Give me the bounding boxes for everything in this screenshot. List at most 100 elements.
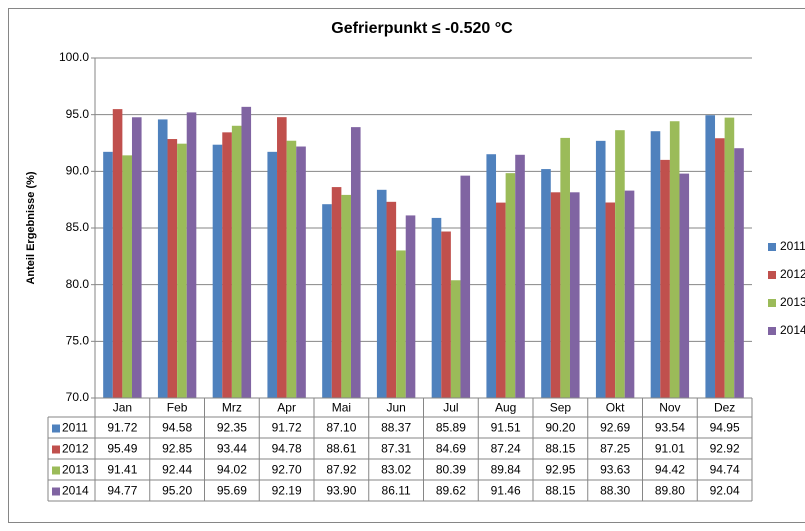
y-axis-label: Anteil Ergebnisse (%) — [25, 171, 37, 284]
table-cell: 89.62 — [436, 484, 466, 498]
legend-label: 2013 — [780, 295, 805, 309]
bar — [705, 115, 716, 398]
table-cell: 91.72 — [107, 421, 137, 435]
table-cell: 89.84 — [491, 463, 521, 477]
table-cell: 87.25 — [600, 442, 630, 456]
bar — [595, 140, 606, 398]
bar — [103, 151, 113, 398]
table-cell: 95.69 — [217, 484, 247, 498]
table-cell: 85.89 — [436, 421, 466, 435]
bar — [286, 140, 297, 398]
y-tick-label: 90.0 — [66, 164, 90, 178]
bar — [496, 202, 506, 398]
y-tick-label: 80.0 — [66, 277, 90, 291]
bar — [396, 250, 406, 398]
table-cell: 84.69 — [436, 442, 466, 456]
bar — [112, 109, 123, 398]
table-cell: 83.02 — [381, 463, 411, 477]
legend-label: 2014 — [780, 323, 805, 337]
x-tick-label: Feb — [167, 401, 188, 415]
bar — [157, 119, 168, 398]
table-cell: 92.19 — [272, 484, 302, 498]
bar — [560, 137, 570, 398]
table-cell: 94.78 — [272, 442, 302, 456]
table-cell: 91.46 — [491, 484, 521, 498]
bar — [212, 144, 223, 398]
x-tick-label: Dez — [714, 401, 735, 415]
bar — [541, 169, 551, 398]
legend-label: 2012 — [780, 267, 805, 281]
bar — [569, 192, 580, 398]
y-tick-label: 95.0 — [66, 107, 90, 121]
bar — [605, 202, 616, 398]
bar — [331, 187, 342, 398]
x-tick-label: Nov — [659, 401, 680, 415]
x-tick-label: Sep — [550, 401, 572, 415]
x-tick-label: Jun — [386, 401, 405, 415]
table-cell: 93.90 — [326, 484, 356, 498]
bar — [231, 125, 242, 399]
table-cell: 92.85 — [162, 442, 192, 456]
bar — [550, 192, 561, 398]
y-tick-label: 100.0 — [59, 50, 89, 64]
y-tick-label: 85.0 — [66, 220, 90, 234]
bar — [624, 190, 635, 398]
table-cell: 92.04 — [710, 484, 740, 498]
x-tick-label: Apr — [277, 401, 296, 415]
table-cell: 94.74 — [710, 463, 740, 477]
legend-key — [768, 271, 776, 279]
bar — [241, 106, 252, 398]
table-cell: 94.95 — [710, 421, 740, 435]
table-cell: 92.70 — [272, 463, 302, 477]
table-cell: 95.49 — [107, 442, 137, 456]
table-cell: 87.24 — [491, 442, 521, 456]
table-cell: 88.30 — [600, 484, 630, 498]
x-tick-label: Mrz — [222, 401, 242, 415]
table-cell: 95.20 — [162, 484, 192, 498]
bar — [431, 217, 442, 398]
table-cell: 92.69 — [600, 421, 630, 435]
table-cell: 94.02 — [217, 463, 247, 477]
table-cell: 90.20 — [545, 421, 575, 435]
bar — [350, 127, 361, 398]
bar — [386, 201, 397, 398]
bar — [486, 154, 497, 398]
table-series-name: 2012 — [62, 442, 89, 456]
table-cell: 94.42 — [655, 463, 685, 477]
x-tick-label: Mai — [332, 401, 351, 415]
table-cell: 87.10 — [326, 421, 356, 435]
table-cell: 92.92 — [710, 442, 740, 456]
table-cell: 88.15 — [545, 442, 575, 456]
bar — [460, 175, 471, 398]
bar — [615, 130, 625, 398]
bar — [322, 204, 332, 398]
bar — [341, 194, 351, 398]
bar — [277, 117, 287, 398]
legend-label: 2011 — [780, 239, 805, 253]
bar — [267, 151, 278, 398]
bar — [186, 112, 197, 399]
table-cell: 91.72 — [272, 421, 302, 435]
legend-key — [768, 327, 776, 335]
table-cell: 91.01 — [655, 442, 685, 456]
table-series-name: 2013 — [62, 463, 89, 477]
table-cell: 92.95 — [545, 463, 575, 477]
bar — [660, 159, 670, 398]
bar — [515, 154, 525, 398]
x-tick-label: Jan — [113, 401, 132, 415]
bar — [122, 155, 132, 398]
bar — [505, 173, 516, 398]
table-series-name: 2011 — [62, 421, 88, 435]
bar — [450, 280, 461, 398]
table-cell: 91.41 — [107, 463, 137, 477]
table-cell: 91.51 — [491, 421, 521, 435]
table-cell: 88.15 — [545, 484, 575, 498]
bar — [734, 148, 744, 398]
bar — [296, 146, 306, 398]
x-tick-label: Jul — [443, 401, 458, 415]
y-tick-label: 75.0 — [66, 334, 90, 348]
table-cell: 86.11 — [382, 484, 411, 498]
table-legend-key — [52, 487, 60, 496]
table-cell: 93.44 — [217, 442, 247, 456]
table-cell: 94.77 — [107, 484, 137, 498]
